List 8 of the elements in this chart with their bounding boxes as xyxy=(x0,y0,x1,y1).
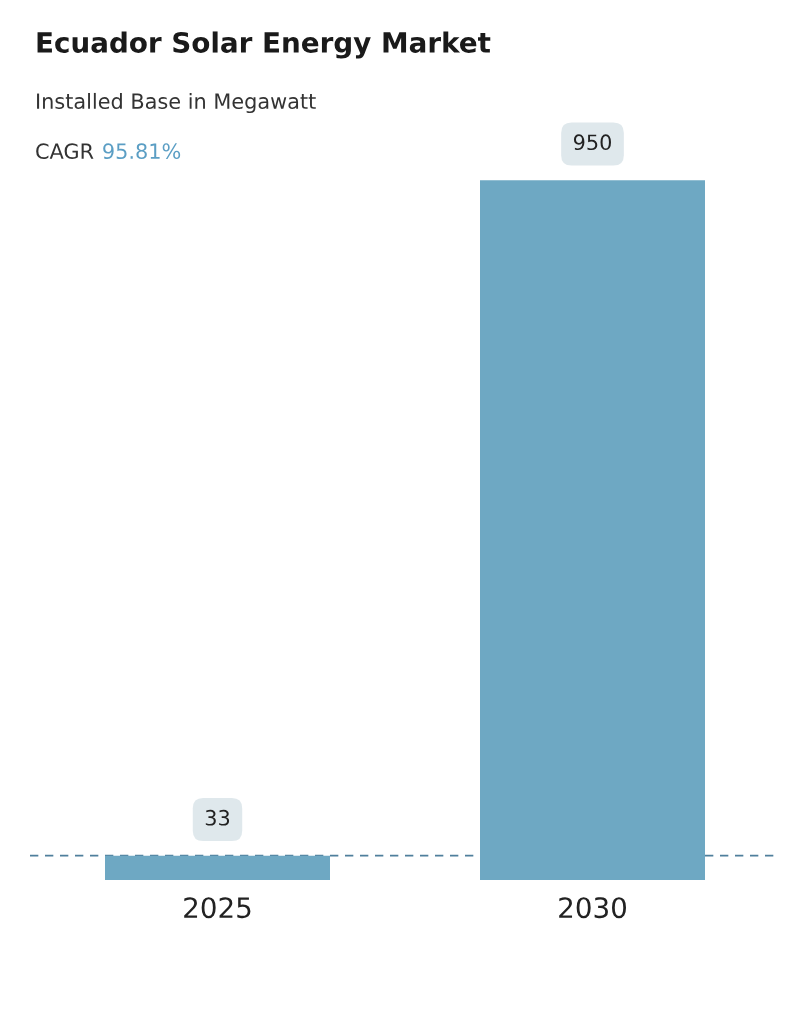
data-label: 950 xyxy=(573,134,611,151)
x-tick-label: 2025 xyxy=(184,897,251,919)
chart-subtitle: Installed Base in Megawatt xyxy=(37,92,316,114)
text: 95.81% xyxy=(103,143,181,160)
chart-title: Ecuador Solar Energy Market xyxy=(37,31,491,59)
text: CAGR xyxy=(36,143,94,160)
data-label: 33 xyxy=(205,809,230,826)
x-tick-label: 2030 xyxy=(559,897,626,919)
